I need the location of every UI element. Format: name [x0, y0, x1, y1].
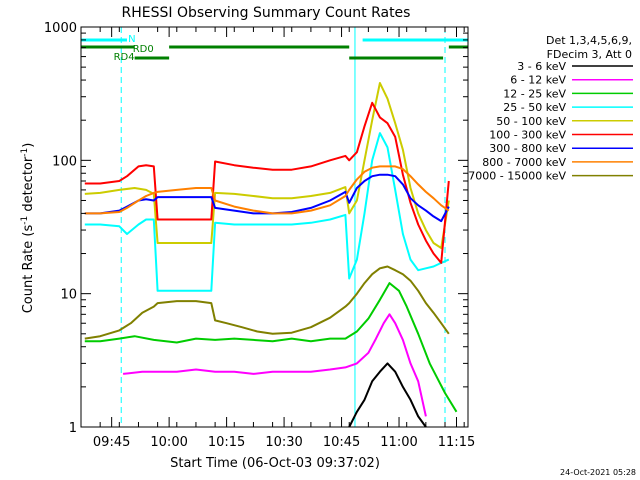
plot-frame — [80, 26, 469, 428]
legend-label-800-7000-kev: 800 - 7000 keV — [482, 156, 566, 169]
x-tick-label: 09:45 — [93, 435, 130, 450]
y-axis-ticks: 1 10 100 1000 — [44, 21, 468, 436]
y-axis-label-main: Count Rate (s — [21, 225, 36, 314]
x-axis-label: Start Time (06-Oct-03 09:37:02) — [170, 456, 380, 471]
y-axis-label: Count Rate (s-1 detector-1) — [20, 143, 36, 314]
y-axis-label-mid: detector — [21, 156, 36, 216]
y-axis-label-end: ) — [21, 143, 36, 148]
series-line-6-12-kev — [122, 313, 427, 417]
series-line-7000-15000-kev — [84, 265, 450, 340]
series-line-300-800-kev — [84, 173, 450, 223]
legend-label-12-25-kev: 12 - 25 keV — [503, 87, 566, 100]
legend-label-6-12-kev: 6 - 12 keV — [510, 74, 566, 87]
series-line-50-100-kev — [84, 82, 450, 249]
y-tick-label: 10 — [60, 288, 77, 303]
legend-label-7000-15000-kev: 7000 - 15000 keV — [468, 170, 566, 183]
x-tick-label: 11:15 — [438, 435, 475, 450]
legend-label-25-50-kev: 25 - 50 keV — [503, 101, 566, 114]
footer-date: 24-Oct-2021 05:28 — [560, 468, 636, 477]
flag-label-rd0: RD0 — [133, 44, 154, 55]
legend-label-50-100-kev: 50 - 100 keV — [496, 115, 566, 128]
legend-label-100-300-kev: 100 - 300 keV — [489, 129, 566, 142]
series-layer — [84, 82, 458, 428]
legend: Det 1,3,4,5,6,9, FDecim 3, Att 0 3 - 6 k… — [468, 34, 633, 183]
y-axis-label-sup2: -1 — [20, 148, 30, 157]
x-tick-label: 11:00 — [380, 435, 417, 450]
chart-title: RHESSI Observing Summary Count Rates — [122, 5, 411, 21]
y-axis-label-sup1: -1 — [20, 216, 30, 225]
y-tick-label: 1000 — [44, 21, 77, 36]
series-line-3-6-kev — [348, 362, 427, 428]
legend-header-line-2: FDecim 3, Att 0 — [547, 48, 632, 61]
x-tick-label: 10:45 — [323, 435, 360, 450]
legend-label-3-6-kev: 3 - 6 keV — [517, 60, 566, 73]
flag-label-n: N — [128, 34, 135, 45]
series-line-25-50-kev — [84, 132, 450, 292]
x-tick-label: 10:15 — [208, 435, 245, 450]
flag-label-rd4: RD4 — [114, 52, 135, 63]
x-tick-label: 10:30 — [265, 435, 302, 450]
legend-header-line-1: Det 1,3,4,5,6,9, — [546, 34, 632, 47]
series-line-800-7000-kev — [84, 165, 450, 215]
y-tick-label: 1 — [69, 421, 77, 436]
y-tick-label: 100 — [52, 154, 77, 169]
x-axis-ticks: 09:45 10:00 10:15 10:30 10:45 11:00 11:15 — [80, 27, 475, 450]
x-tick-label: 10:00 — [150, 435, 187, 450]
series-line-12-25-kev — [84, 282, 458, 413]
legend-label-300-800-kev: 300 - 800 keV — [489, 142, 566, 155]
